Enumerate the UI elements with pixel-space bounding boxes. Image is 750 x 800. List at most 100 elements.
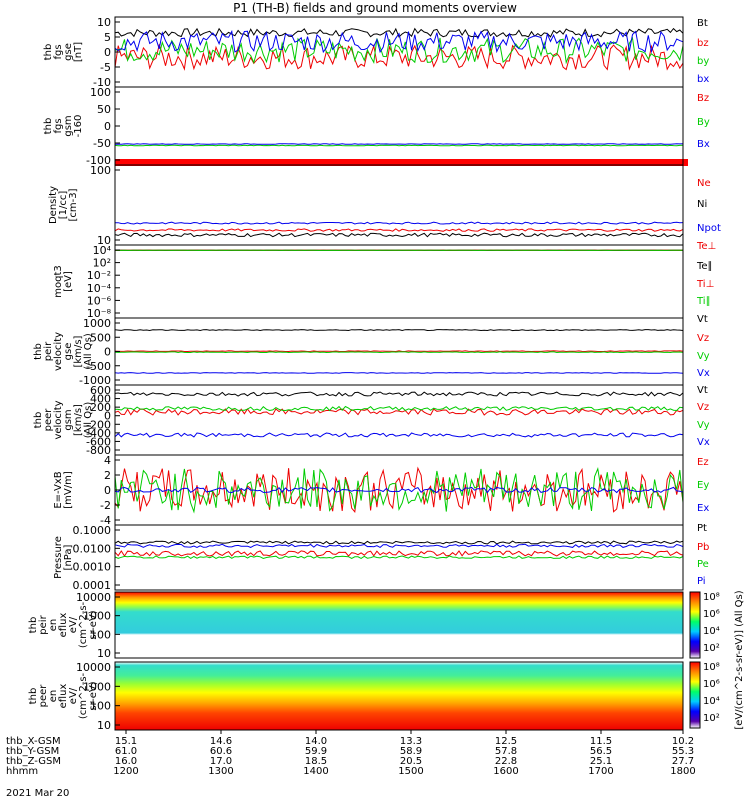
- legend-bx: Bx: [697, 139, 710, 150]
- y-tick-label: 10⁻⁴: [87, 282, 112, 295]
- series-line-vy: [114, 405, 684, 412]
- y-axis-label: thb: [33, 343, 44, 360]
- series-line-vy: [114, 351, 684, 354]
- y-tick-label: -500: [86, 360, 111, 373]
- y-tick-label: 100: [90, 700, 111, 713]
- y-axis-label: eV/: [68, 616, 79, 633]
- y-tick-label: 0.0100: [73, 542, 112, 555]
- ephemeris-value: 55.3: [672, 746, 694, 757]
- legend-vt: Vt: [697, 314, 708, 325]
- series-line-pt: [114, 540, 684, 545]
- y-axis-label: en: [48, 690, 59, 703]
- y-tick-label: 0: [104, 346, 111, 359]
- series-line-bt: [114, 27, 684, 38]
- colorbar-tick: 10⁴: [703, 696, 720, 707]
- ephemeris-value: 16.0: [115, 756, 137, 767]
- colorbar-tick: 10⁴: [703, 626, 720, 637]
- series-line-by: [114, 144, 684, 147]
- y-axis-label: eflux: [58, 613, 69, 638]
- legend-npot: Npot: [697, 223, 721, 234]
- legend-pb: Pb: [697, 542, 709, 553]
- series-line-pi: [114, 543, 684, 548]
- y-axis-label: moqt3: [53, 265, 64, 298]
- legend-vx: Vx: [697, 437, 710, 448]
- panel-10: 10000 1000 100 10 thb peer en eflux eV/(cm^2-s-s…: [28, 661, 684, 732]
- ephemeris-value: 13.3: [400, 736, 422, 747]
- series-line-bx: [114, 143, 684, 145]
- panel-7: Ez Ey Ex 4 2 0 -2 -4 E=-VxB [mV/m]: [53, 454, 709, 527]
- ephemeris-value: 10.2: [672, 736, 694, 747]
- legend-te⊥: Te⊥: [696, 241, 716, 252]
- y-tick-label: 10000: [76, 661, 111, 674]
- y-axis-label: thb: [43, 118, 54, 135]
- series-line-vt: [114, 391, 684, 397]
- y-tick-label: 10⁻⁶: [87, 294, 112, 307]
- legend-ey: Ey: [697, 480, 709, 491]
- y-axis-label: [mV/m]: [63, 471, 74, 509]
- legend-ni: Ni: [697, 199, 707, 210]
- solid-band: [115, 159, 688, 166]
- y-axis-label: E=-VxB: [53, 471, 64, 508]
- y-tick-label: 10: [97, 647, 111, 660]
- y-axis-label: eV/: [68, 687, 79, 704]
- y-axis-label: peir: [38, 614, 49, 634]
- legend-ne: Ne: [697, 178, 711, 189]
- y-tick-label: -100: [86, 154, 111, 167]
- panel-2: Bz By Bx 100 50 0 -50 -100 thb fgs gsm -160: [43, 86, 710, 167]
- panel-frame: [114, 164, 684, 246]
- ephemeris-value: 60.6: [210, 746, 232, 757]
- legend-by: by: [697, 56, 709, 67]
- colorbar-tick: 10⁶: [703, 609, 720, 620]
- ephemeris-value: 20.5: [400, 756, 422, 767]
- ephemeris-value: 1400: [303, 766, 328, 777]
- panel-3: Ne Ni Npot 100 10 Density [1/cc] [cm-3]: [48, 164, 721, 247]
- y-tick-label: 400: [90, 393, 111, 406]
- y-tick-label: 100: [90, 86, 111, 99]
- ephemeris-value: 11.5: [590, 736, 612, 747]
- y-tick-label: -2: [100, 499, 111, 512]
- legend-pi: Pi: [697, 576, 706, 587]
- ephemeris-value: 57.8: [495, 746, 517, 757]
- y-axis-label: en: [48, 619, 59, 632]
- ephemeris-value: 1200: [113, 766, 138, 777]
- page-title: P1 (TH-B) fields and ground moments over…: [233, 1, 517, 15]
- legend-by: By: [697, 117, 710, 128]
- ephemeris-value: 58.9: [400, 746, 422, 757]
- legend-bx: bx: [697, 74, 709, 85]
- y-axis-label: [eV]: [63, 271, 74, 292]
- colorbar-tick: 10²: [703, 713, 720, 724]
- ephemeris-value: 14.0: [305, 736, 327, 747]
- y-axis-label: gsm: [63, 115, 74, 136]
- y-axis-label: fgs: [53, 44, 64, 59]
- panel-1: Bt bz by bx 10 5 0 -5 -10 thb fgs gse [nT]: [43, 16, 709, 89]
- series-line-bz: [114, 43, 684, 71]
- ephemeris-value: 1300: [208, 766, 233, 777]
- series-line-vx: [114, 372, 684, 374]
- y-axis-label: (cm^2-s-: [78, 601, 89, 648]
- ephemeris-value: 56.5: [590, 746, 612, 757]
- series-line-pb: [114, 550, 684, 557]
- panel-frame: [114, 244, 684, 319]
- colorbar-tick: 10⁸: [703, 592, 720, 603]
- legend-bt: Bt: [697, 18, 708, 29]
- legend-te∥: Te∥: [696, 261, 713, 272]
- y-tick-label: 100: [90, 628, 111, 641]
- y-axis-label: [km/s]: [73, 335, 84, 367]
- legend-bz: Bz: [697, 93, 709, 104]
- ephemeris-value: 25.1: [590, 756, 612, 767]
- y-tick-label: 10: [97, 16, 111, 29]
- legend-ez: Ez: [697, 457, 709, 468]
- spectrogram-image: [115, 592, 683, 658]
- y-axis-label: thb: [28, 617, 39, 634]
- ephemeris-value: 1800: [670, 766, 695, 777]
- series-line-ni: [114, 232, 684, 238]
- y-axis-label: peir: [43, 341, 54, 361]
- colorbar-top: [689, 591, 701, 659]
- y-tick-label: 10⁴: [93, 244, 112, 257]
- y-axis-label: [km/s]: [73, 404, 84, 436]
- ephemeris-value: 1600: [493, 766, 518, 777]
- y-axis-label: peer: [38, 684, 49, 708]
- y-tick-label: -4: [100, 514, 111, 527]
